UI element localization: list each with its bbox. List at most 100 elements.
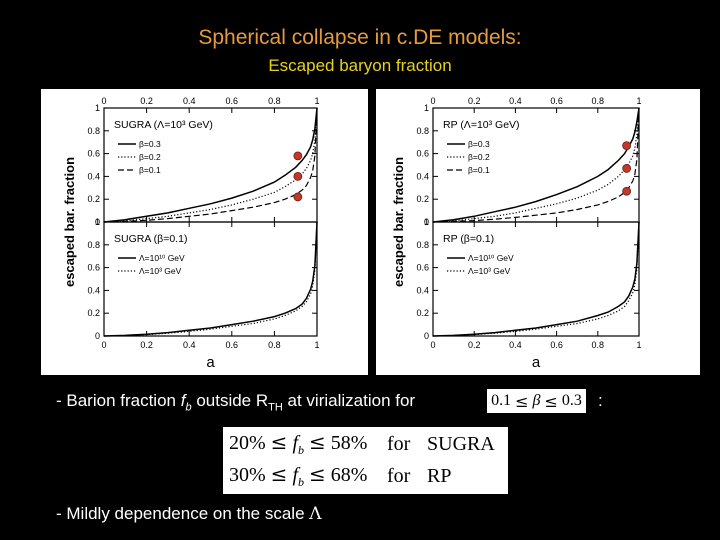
result-var: f <box>292 432 298 454</box>
x-tick-label: 0.8 <box>268 340 281 350</box>
collapse-marker <box>293 192 303 202</box>
x-tick-label: 1 <box>314 340 319 350</box>
x-tick-label: 0.6 <box>550 96 563 106</box>
y-tick-label: 0 <box>424 217 429 227</box>
y-tick-label: 1 <box>95 217 100 227</box>
x-tick-label: 0.8 <box>592 340 605 350</box>
x-tick-label: 0.6 <box>226 96 239 106</box>
panel-label: RP (Λ=10³ GeV) <box>443 119 520 131</box>
result-var: f <box>292 464 298 486</box>
y-tick-label: 0.6 <box>87 263 100 273</box>
x-tick-label: 0.6 <box>550 340 563 350</box>
x-axis-label: a <box>206 354 215 371</box>
result-low: 30% <box>229 464 266 486</box>
result-var-sub: b <box>298 443 304 457</box>
panel-label: RP (β=0.1) <box>443 233 494 245</box>
series-line <box>103 107 318 223</box>
result-for: for <box>387 464 411 487</box>
bullet-scale-dependence: - Mildly dependence on the scale Λ <box>56 504 322 524</box>
y-tick-label: 1 <box>424 217 429 227</box>
collapse-marker <box>293 172 303 181</box>
series-line <box>432 107 640 223</box>
x-tick-label: 1 <box>314 96 319 106</box>
collapse-marker <box>293 151 303 161</box>
bullet-barion-fraction: - Barion fraction fb outside RTH at viri… <box>56 391 415 413</box>
legend-label: β=0.3 <box>468 139 490 149</box>
x-tick-label: 1 <box>636 96 641 106</box>
y-axis-label: escaped bar. fraction <box>391 157 406 287</box>
y-tick-label: 0 <box>95 217 100 227</box>
y-tick-label: 0.4 <box>87 285 100 295</box>
result-high: 58% <box>330 432 368 454</box>
result-row-sugra: 20% ≤ fb ≤ 58% for SUGRA <box>229 430 495 458</box>
result-row-rp: 30% ≤ fb ≤ 68% for RP <box>229 462 451 490</box>
series-line <box>103 107 318 223</box>
series-line <box>432 221 640 337</box>
bullet1-sub: TH <box>268 401 283 414</box>
legend-label: β=0.3 <box>139 139 161 149</box>
result-model: SUGRA <box>427 432 495 455</box>
result-le2: ≤ <box>309 430 326 454</box>
x-tick-label: 0.2 <box>140 340 153 350</box>
y-tick-label: 0.8 <box>416 126 429 136</box>
y-tick-label: 0.4 <box>416 171 429 181</box>
x-tick-label: 1 <box>636 340 641 350</box>
collapse-marker <box>622 141 632 151</box>
bullet2-text: - Mildly dependence on the scale <box>56 504 310 523</box>
y-tick-label: 0.2 <box>87 308 100 318</box>
x-tick-label: 0.2 <box>140 96 153 106</box>
result-le2: ≤ <box>309 462 326 486</box>
bullet1-prefix: - Barion fraction <box>56 391 181 410</box>
legend-label: β=0.1 <box>468 165 490 175</box>
bullet1-fb-sub: b <box>185 401 192 414</box>
x-tick-label: 0.6 <box>226 340 239 350</box>
x-tick-label: 0.4 <box>183 340 196 350</box>
x-tick-label: 0.4 <box>509 340 522 350</box>
y-tick-label: 0.8 <box>416 240 429 250</box>
legend-label: Λ=10¹⁰ GeV <box>139 253 185 263</box>
y-tick-label: 0.4 <box>416 285 429 295</box>
slide-title: Spherical collapse in c.DE models: <box>198 26 522 49</box>
y-tick-label: 0 <box>424 331 429 341</box>
x-tick-label: 0 <box>430 340 435 350</box>
legend-label: β=0.2 <box>468 152 490 162</box>
beta-le1: ≤ <box>515 391 529 411</box>
y-tick-label: 0.2 <box>416 308 429 318</box>
x-tick-label: 0 <box>430 96 435 106</box>
result-for: for <box>387 432 411 455</box>
x-tick-label: 0.4 <box>509 96 522 106</box>
result-model: RP <box>427 464 452 487</box>
results-formula: 20% ≤ fb ≤ 58% for SUGRA 30% ≤ fb ≤ 68% for… <box>223 427 508 494</box>
y-tick-label: 0.2 <box>87 194 100 204</box>
series-line <box>432 107 640 223</box>
y-tick-label: 0.6 <box>416 149 429 159</box>
bullet2-lambda: Λ <box>309 504 322 524</box>
beta-low: 0.1 <box>491 392 512 409</box>
beta-le2: ≤ <box>544 391 558 411</box>
result-low: 20% <box>229 432 266 454</box>
slide-subtitle: Escaped baryon fraction <box>268 56 452 75</box>
sugra-figure: 0 0.2 0.4 0.6 0.8 1 0 0.2 0.4 0.6 0.8 1 SUGRA (Λ=10³… <box>41 89 368 375</box>
x-tick-label: 0.8 <box>592 96 605 106</box>
beta-symbol: β <box>532 392 541 409</box>
y-axis-label: escaped bar. fraction <box>62 157 77 287</box>
result-high: 68% <box>330 464 368 486</box>
x-tick-label: 0.8 <box>268 96 281 106</box>
panel-label: SUGRA (β=0.1) <box>114 233 187 245</box>
y-tick-label: 1 <box>424 103 429 113</box>
y-tick-label: 0.8 <box>87 126 100 136</box>
series-line <box>432 107 640 223</box>
y-tick-label: 0 <box>95 331 100 341</box>
bullet1-colon: : <box>598 391 603 410</box>
panel-frame <box>432 221 640 337</box>
series-line <box>103 221 318 337</box>
bullet1-mid: outside R <box>191 391 269 410</box>
panel-frame <box>103 221 318 337</box>
y-tick-label: 0.8 <box>87 240 100 250</box>
beta-range-formula: 0.1 ≤ β ≤ 0.3 <box>487 389 586 413</box>
x-tick-label: 0 <box>101 96 106 106</box>
y-tick-label: 0.6 <box>416 263 429 273</box>
x-tick-label: 0 <box>101 340 106 350</box>
